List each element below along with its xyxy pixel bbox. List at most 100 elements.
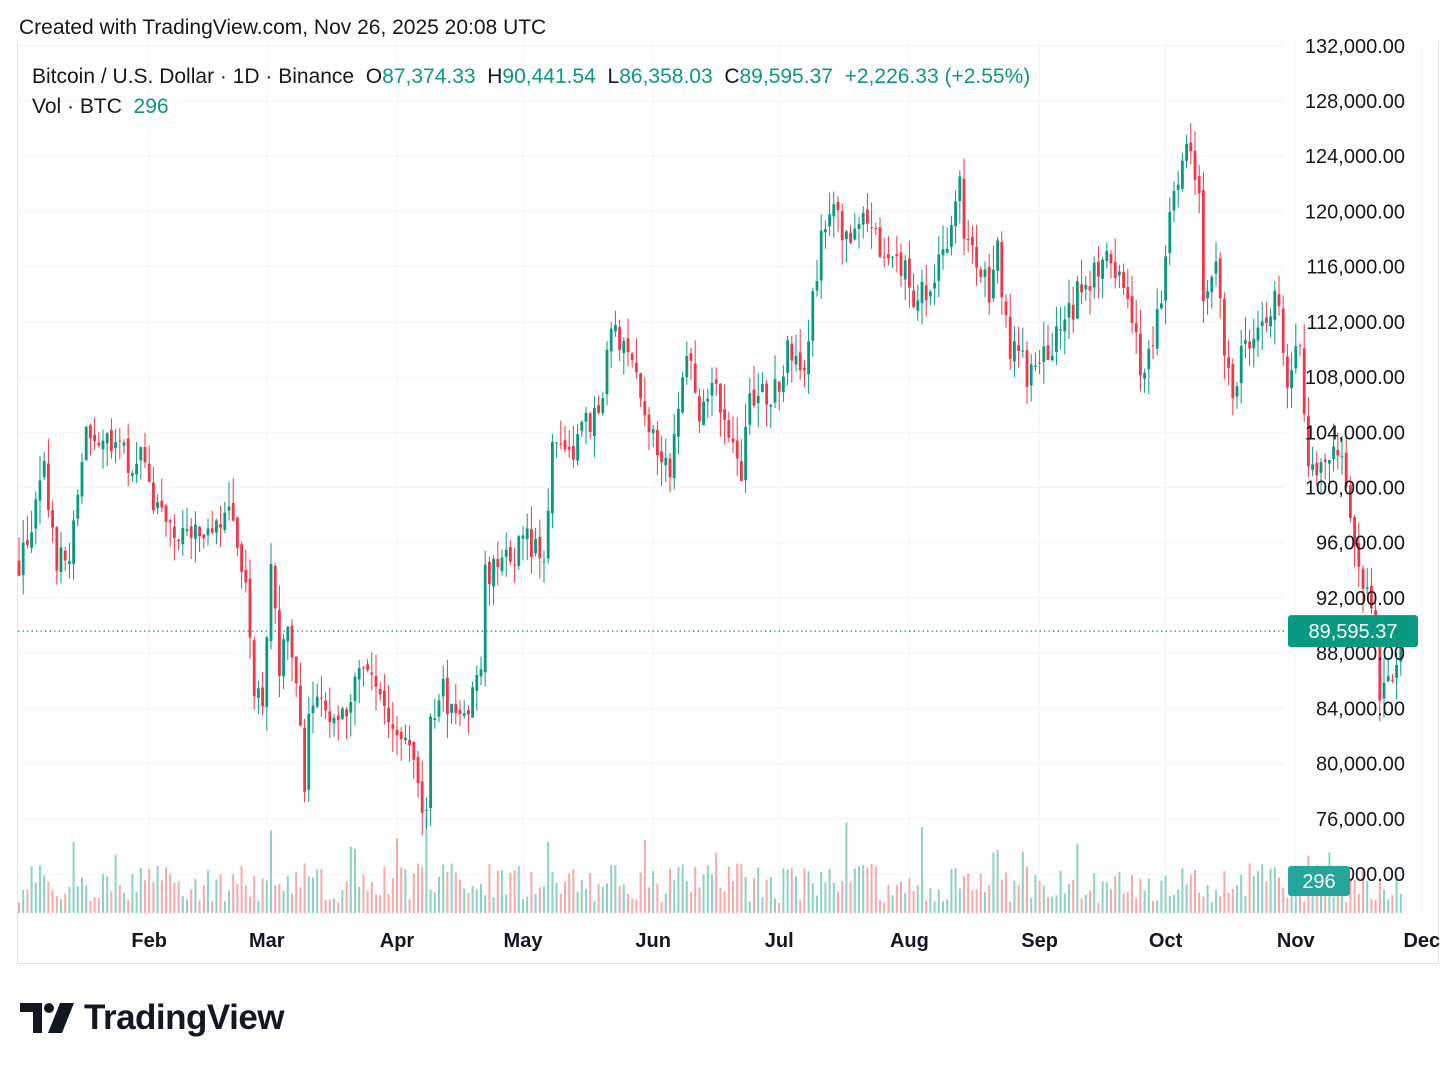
candle-body [1256, 327, 1260, 341]
candle-body [416, 756, 420, 784]
symbol-title[interactable]: Bitcoin / U.S. Dollar · 1D · Binance [32, 65, 355, 88]
candle-body [1029, 364, 1033, 386]
candle-body [42, 460, 46, 478]
volume-bar [1299, 889, 1301, 913]
volume-bar [950, 868, 953, 913]
candle-body [315, 696, 319, 707]
candle-body [51, 510, 54, 528]
volume-bar [438, 876, 440, 913]
candle-body [89, 425, 92, 439]
candle-body [261, 687, 264, 707]
volume-bar [925, 900, 928, 913]
candle-body [651, 429, 655, 434]
candle-body [147, 463, 151, 482]
volume-bar [979, 873, 982, 913]
candle-body [840, 211, 844, 241]
volume-bar [736, 863, 739, 913]
candle-body [278, 610, 281, 676]
candle-body [105, 433, 109, 444]
candle-body [966, 239, 970, 241]
close-value: 89,595.37 [739, 65, 833, 88]
candle-body [299, 685, 302, 726]
candle-body [1122, 271, 1125, 289]
candle-body [1059, 329, 1062, 331]
volume-bar [366, 890, 369, 913]
candle-body [1277, 294, 1281, 307]
candle-body [773, 379, 777, 403]
volume-bar [996, 849, 999, 913]
volume-bar [1202, 896, 1205, 913]
volume-bar [186, 899, 188, 913]
volume-bar [1181, 868, 1184, 913]
candle-body [752, 389, 756, 406]
volume-bar [954, 868, 957, 913]
candle-body [500, 557, 504, 572]
volume-bar [118, 884, 121, 913]
candle-body [962, 178, 966, 239]
candle-body [290, 625, 294, 658]
volume-bar [1063, 893, 1066, 913]
volume-bar [202, 885, 205, 913]
volume-bar [131, 874, 134, 913]
candle-body [1017, 345, 1020, 352]
volume-bar [824, 882, 827, 913]
candle-body [891, 257, 894, 259]
tradingview-logo[interactable]: TradingView [20, 996, 285, 1040]
volume-bar [1047, 897, 1049, 913]
candle-body [425, 809, 428, 811]
candle-body [1000, 242, 1004, 298]
volume-bar [270, 830, 272, 913]
candle-body [748, 393, 752, 425]
candle-body [874, 228, 878, 230]
volume-label[interactable]: Vol · BTC [32, 95, 122, 118]
candle-body [110, 429, 113, 452]
candle-body [1113, 261, 1117, 278]
candle-body [1223, 299, 1226, 356]
candle-body [971, 236, 974, 246]
candle-body [328, 711, 332, 723]
volume-bar [803, 868, 806, 913]
candle-body [404, 737, 407, 741]
volume-bar [123, 892, 125, 913]
volume-bar [522, 899, 524, 913]
candle-body [118, 440, 122, 442]
candle-body [1181, 160, 1184, 189]
volume-bar [1042, 885, 1045, 913]
candle-body [55, 527, 59, 571]
volume-bar [862, 864, 865, 913]
candle-body [857, 224, 861, 229]
candle-body [26, 540, 29, 545]
time-tick-label: Apr [380, 930, 415, 952]
volume-bar [1236, 885, 1238, 913]
candle-body [786, 340, 789, 373]
volume-bar [870, 864, 873, 913]
volume-bar [874, 865, 877, 913]
volume-bar [559, 893, 562, 913]
volume-bar [1034, 874, 1037, 913]
candle-body [803, 367, 806, 371]
volume-bar [148, 868, 151, 913]
volume-bar [879, 900, 881, 913]
candle-body [1265, 317, 1268, 323]
volume-bar [580, 880, 583, 913]
candle-body [601, 398, 605, 413]
volume-bar [895, 884, 898, 913]
candle-body [357, 668, 361, 680]
candle-body [38, 480, 42, 501]
candle-body [126, 438, 130, 473]
volume-bar [921, 826, 923, 913]
candle-body [887, 254, 890, 259]
candle-body [1302, 348, 1306, 415]
volume-bar [383, 866, 386, 913]
candle-body [72, 520, 75, 564]
candle-body [525, 528, 529, 540]
time-tick-label: Jun [635, 930, 671, 952]
candle-body [698, 396, 701, 422]
candle-body [231, 502, 235, 521]
volume-bar [144, 880, 146, 913]
volume-bar [652, 870, 655, 913]
candle-body [30, 532, 33, 548]
volume-bar [1126, 892, 1129, 913]
volume-bar [1362, 868, 1364, 913]
